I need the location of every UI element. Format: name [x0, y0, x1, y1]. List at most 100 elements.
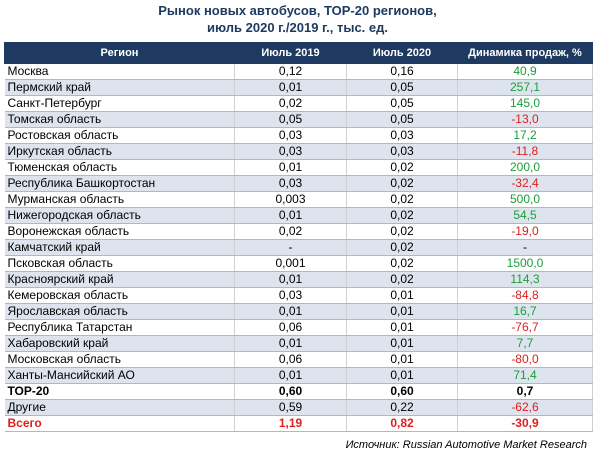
- header-region: Регион: [4, 42, 235, 64]
- july-2019-cell: 0,59: [234, 399, 347, 416]
- table-row: Красноярский край 0,01 0,02 114,3: [4, 271, 593, 288]
- table-row: Московская область 0,06 0,01 -80,0: [4, 351, 593, 368]
- table-body: Москва 0,12 0,16 40,9 Пермский край 0,01 0,05 2…: [4, 63, 593, 432]
- dynamics-cell: 257,1: [457, 79, 593, 96]
- july-2019-cell: 0,01: [234, 271, 347, 288]
- july-2019-cell: 0,06: [234, 351, 347, 368]
- table-row: Иркутская область 0,03 0,03 -11,8: [4, 143, 593, 160]
- region-cell: Воронежская область: [4, 223, 235, 240]
- table-row: Мурманская область 0,003 0,02 500,0: [4, 191, 593, 208]
- source-note: Источник: Russian Automotive Market Rese…: [345, 439, 587, 451]
- july-2019-cell: 0,03: [234, 143, 347, 160]
- july-2019-cell: 0,003: [234, 191, 347, 208]
- july-2019-cell: 0,01: [234, 367, 347, 384]
- dynamics-cell: 40,9: [457, 63, 593, 80]
- july-2020-cell: 0,02: [346, 223, 458, 240]
- dynamics-cell: -11,8: [457, 143, 593, 160]
- table-row: Республика Башкортостан 0,03 0,02 -32,4: [4, 175, 593, 192]
- july-2019-cell: 0,06: [234, 319, 347, 336]
- july-2019-cell: 0,12: [234, 63, 347, 80]
- region-cell: ТОР-20: [4, 383, 235, 400]
- table-row: Нижегородская область 0,01 0,02 54,5: [4, 207, 593, 224]
- table-row: Воронежская область 0,02 0,02 -19,0: [4, 223, 593, 240]
- table-row: Другие 0,59 0,22 -62,6: [4, 399, 593, 416]
- region-cell: Другие: [4, 399, 235, 416]
- dynamics-cell: 1500,0: [457, 255, 593, 272]
- table-row: Псковская область 0,001 0,02 1500,0: [4, 255, 593, 272]
- dynamics-cell: 500,0: [457, 191, 593, 208]
- dynamics-cell: -13,0: [457, 111, 593, 128]
- region-cell: Ростовская область: [4, 127, 235, 144]
- july-2020-cell: 0,02: [346, 207, 458, 224]
- july-2020-cell: 0,05: [346, 79, 458, 96]
- table-row: Ханты-Мансийский АО 0,01 0,01 71,4: [4, 367, 593, 384]
- july-2019-cell: 1,19: [234, 415, 347, 432]
- table-row: Томская область 0,05 0,05 -13,0: [4, 111, 593, 128]
- region-cell: Хабаровский край: [4, 335, 235, 352]
- region-cell: Ханты-Мансийский АО: [4, 367, 235, 384]
- july-2019-cell: -: [234, 239, 347, 256]
- july-2020-cell: 0,82: [346, 415, 458, 432]
- july-2020-cell: 0,03: [346, 143, 458, 160]
- july-2020-cell: 0,01: [346, 303, 458, 320]
- region-cell: Тюменская область: [4, 159, 235, 176]
- dynamics-cell: -32,4: [457, 175, 593, 192]
- dynamics-cell: -19,0: [457, 223, 593, 240]
- region-cell: Нижегородская область: [4, 207, 235, 224]
- dynamics-cell: 54,5: [457, 207, 593, 224]
- dynamics-cell: -: [457, 239, 593, 256]
- table-row: ТОР-20 0,60 0,60 0,7: [4, 383, 593, 400]
- dynamics-cell: 200,0: [457, 159, 593, 176]
- dynamics-cell: 16,7: [457, 303, 593, 320]
- july-2020-cell: 0,02: [346, 159, 458, 176]
- table-row: Ростовская область 0,03 0,03 17,2: [4, 127, 593, 144]
- header-july-2020: Июль 2020: [346, 42, 458, 64]
- dynamics-cell: 71,4: [457, 367, 593, 384]
- region-cell: Красноярский край: [4, 271, 235, 288]
- july-2020-cell: 0,02: [346, 175, 458, 192]
- july-2020-cell: 0,01: [346, 335, 458, 352]
- july-2020-cell: 0,22: [346, 399, 458, 416]
- july-2019-cell: 0,03: [234, 287, 347, 304]
- july-2020-cell: 0,16: [346, 63, 458, 80]
- july-2020-cell: 0,05: [346, 111, 458, 128]
- dynamics-cell: -84,8: [457, 287, 593, 304]
- dynamics-cell: 17,2: [457, 127, 593, 144]
- region-cell: Республика Татарстан: [4, 319, 235, 336]
- table-row: Ярославская область 0,01 0,01 16,7: [4, 303, 593, 320]
- header-july-2019: Июль 2019: [234, 42, 347, 64]
- region-cell: Камчатский край: [4, 239, 235, 256]
- july-2020-cell: 0,01: [346, 367, 458, 384]
- dynamics-cell: -80,0: [457, 351, 593, 368]
- july-2020-cell: 0,01: [346, 319, 458, 336]
- region-cell: Кемеровская область: [4, 287, 235, 304]
- dynamics-cell: 114,3: [457, 271, 593, 288]
- dynamics-cell: -30,9: [457, 415, 593, 432]
- table-row: Санкт-Петербург 0,02 0,05 145,0: [4, 95, 593, 112]
- dynamics-cell: 145,0: [457, 95, 593, 112]
- july-2019-cell: 0,03: [234, 175, 347, 192]
- region-cell: Москва: [4, 63, 235, 80]
- table-title: Рынок новых автобусов, ТОР-20 регионов, …: [0, 2, 595, 36]
- title-line-1: Рынок новых автобусов, ТОР-20 регионов,: [158, 3, 437, 18]
- july-2020-cell: 0,03: [346, 127, 458, 144]
- july-2020-cell: 0,01: [346, 287, 458, 304]
- july-2019-cell: 0,01: [234, 79, 347, 96]
- table-row: Кемеровская область 0,03 0,01 -84,8: [4, 287, 593, 304]
- july-2019-cell: 0,05: [234, 111, 347, 128]
- region-cell: Пермский край: [4, 79, 235, 96]
- table-row: Камчатский край -0,02-: [4, 239, 593, 256]
- title-line-2: июль 2020 г./2019 г., тыс. ед.: [207, 20, 388, 35]
- region-cell: Республика Башкортостан: [4, 175, 235, 192]
- table-row: Всего 1,19 0,82 -30,9: [4, 415, 593, 432]
- dynamics-cell: 0,7: [457, 383, 593, 400]
- july-2019-cell: 0,02: [234, 223, 347, 240]
- dynamics-cell: 7,7: [457, 335, 593, 352]
- table-row: Республика Татарстан 0,06 0,01 -76,7: [4, 319, 593, 336]
- region-cell: Томская область: [4, 111, 235, 128]
- region-cell: Всего: [4, 415, 235, 432]
- july-2020-cell: 0,02: [346, 255, 458, 272]
- table-row: Хабаровский край 0,01 0,01 7,7: [4, 335, 593, 352]
- region-cell: Ярославская область: [4, 303, 235, 320]
- july-2020-cell: 0,60: [346, 383, 458, 400]
